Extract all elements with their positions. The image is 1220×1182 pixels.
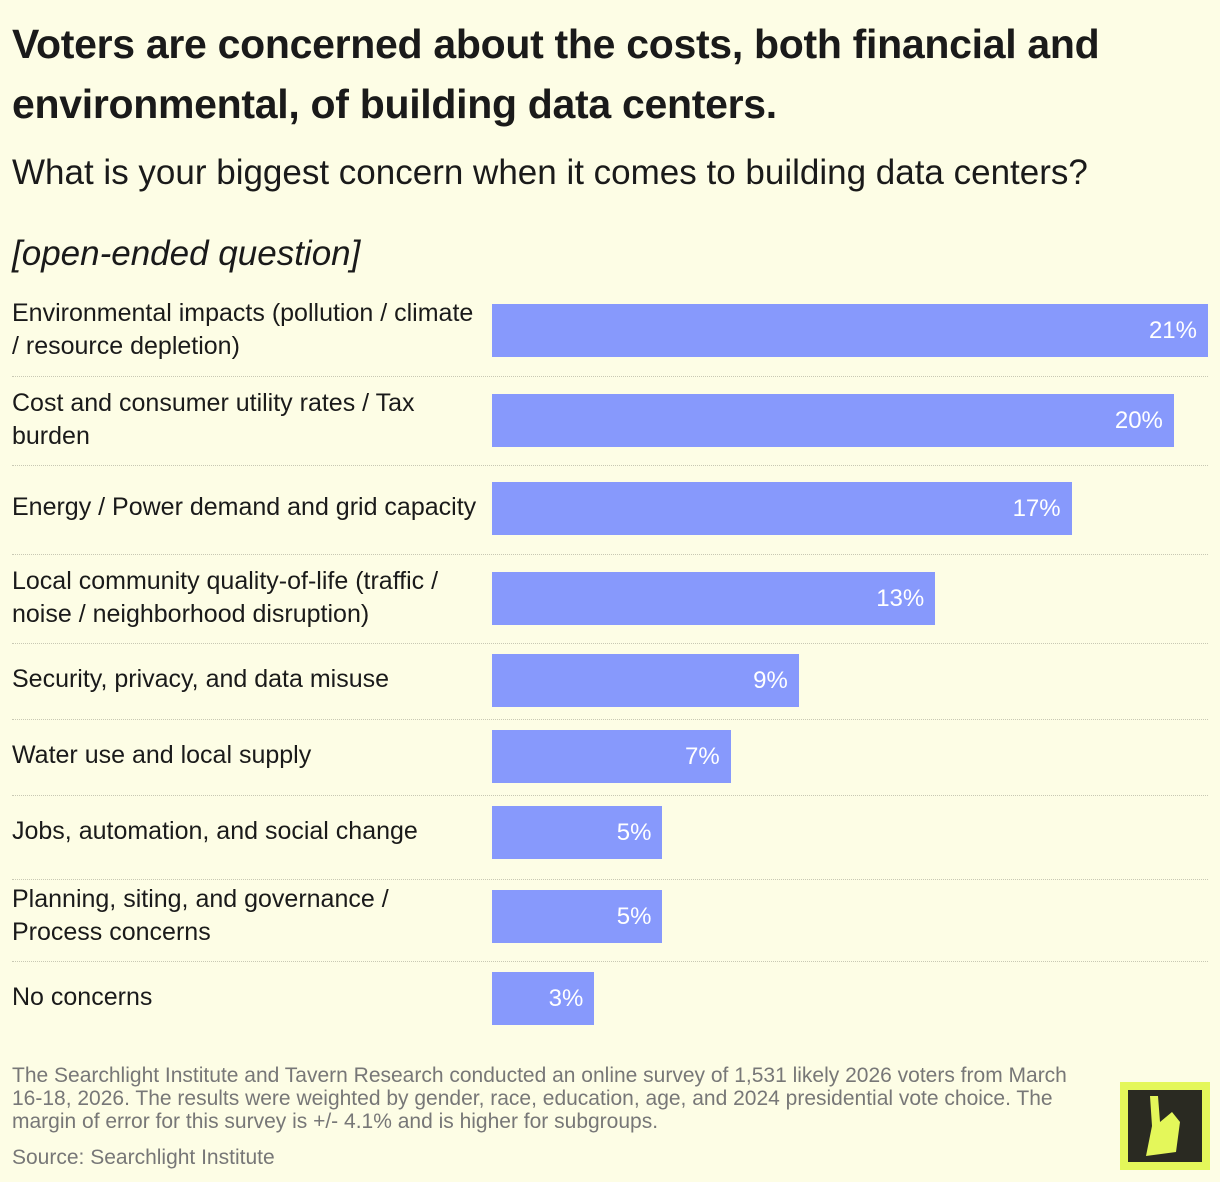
category-label: Water use and local supply [12, 741, 312, 769]
source: Source: Searchlight Institute [12, 1146, 275, 1169]
row-separator [12, 795, 1208, 796]
bar [492, 806, 663, 859]
category-label: Local community quality-of-life (traffic… [12, 566, 439, 628]
logo-figure [1146, 1096, 1180, 1156]
category-label: No concerns [12, 983, 153, 1011]
row-separator [12, 879, 1208, 880]
row-separator [12, 961, 1208, 962]
bar [492, 972, 595, 1025]
bar [492, 890, 663, 943]
chart-note: [open-ended question] [12, 234, 361, 273]
logo [1120, 1082, 1210, 1170]
value-label: 5% [616, 819, 652, 846]
value-label: 20% [1114, 407, 1163, 434]
chart-subtitle: What is your biggest concern when it com… [12, 153, 1088, 192]
chart-title: Voters are concerned about the costs, bo… [12, 21, 1100, 127]
bar [492, 394, 1174, 447]
value-label: 21% [1148, 317, 1197, 344]
value-label: 7% [684, 743, 720, 770]
bar [492, 304, 1208, 357]
row-separator [12, 465, 1208, 466]
category-label: Energy / Power demand and grid capacity [12, 493, 477, 521]
value-label: 9% [753, 667, 788, 694]
row-separator [12, 719, 1208, 720]
value-label: 5% [616, 903, 652, 930]
category-label: Cost and consumer utility rates / Tax bu… [12, 388, 415, 450]
category-label: Security, privacy, and data misuse [12, 665, 390, 693]
bar [492, 482, 1072, 535]
bar [492, 572, 936, 625]
footnote: The Searchlight Institute and Tavern Res… [12, 1064, 1067, 1133]
row-separator [12, 554, 1208, 555]
row-separator [12, 643, 1208, 644]
value-label: 17% [1012, 495, 1061, 522]
category-label: Planning, siting, and governance / Proce… [12, 884, 389, 946]
bar [492, 654, 799, 707]
bar [492, 730, 731, 783]
category-label: Jobs, automation, and social change [12, 817, 418, 845]
row-separator [12, 376, 1208, 377]
value-label: 3% [548, 985, 584, 1012]
value-label: 13% [876, 585, 925, 612]
category-label: Environmental impacts (pollution / clima… [12, 298, 474, 360]
